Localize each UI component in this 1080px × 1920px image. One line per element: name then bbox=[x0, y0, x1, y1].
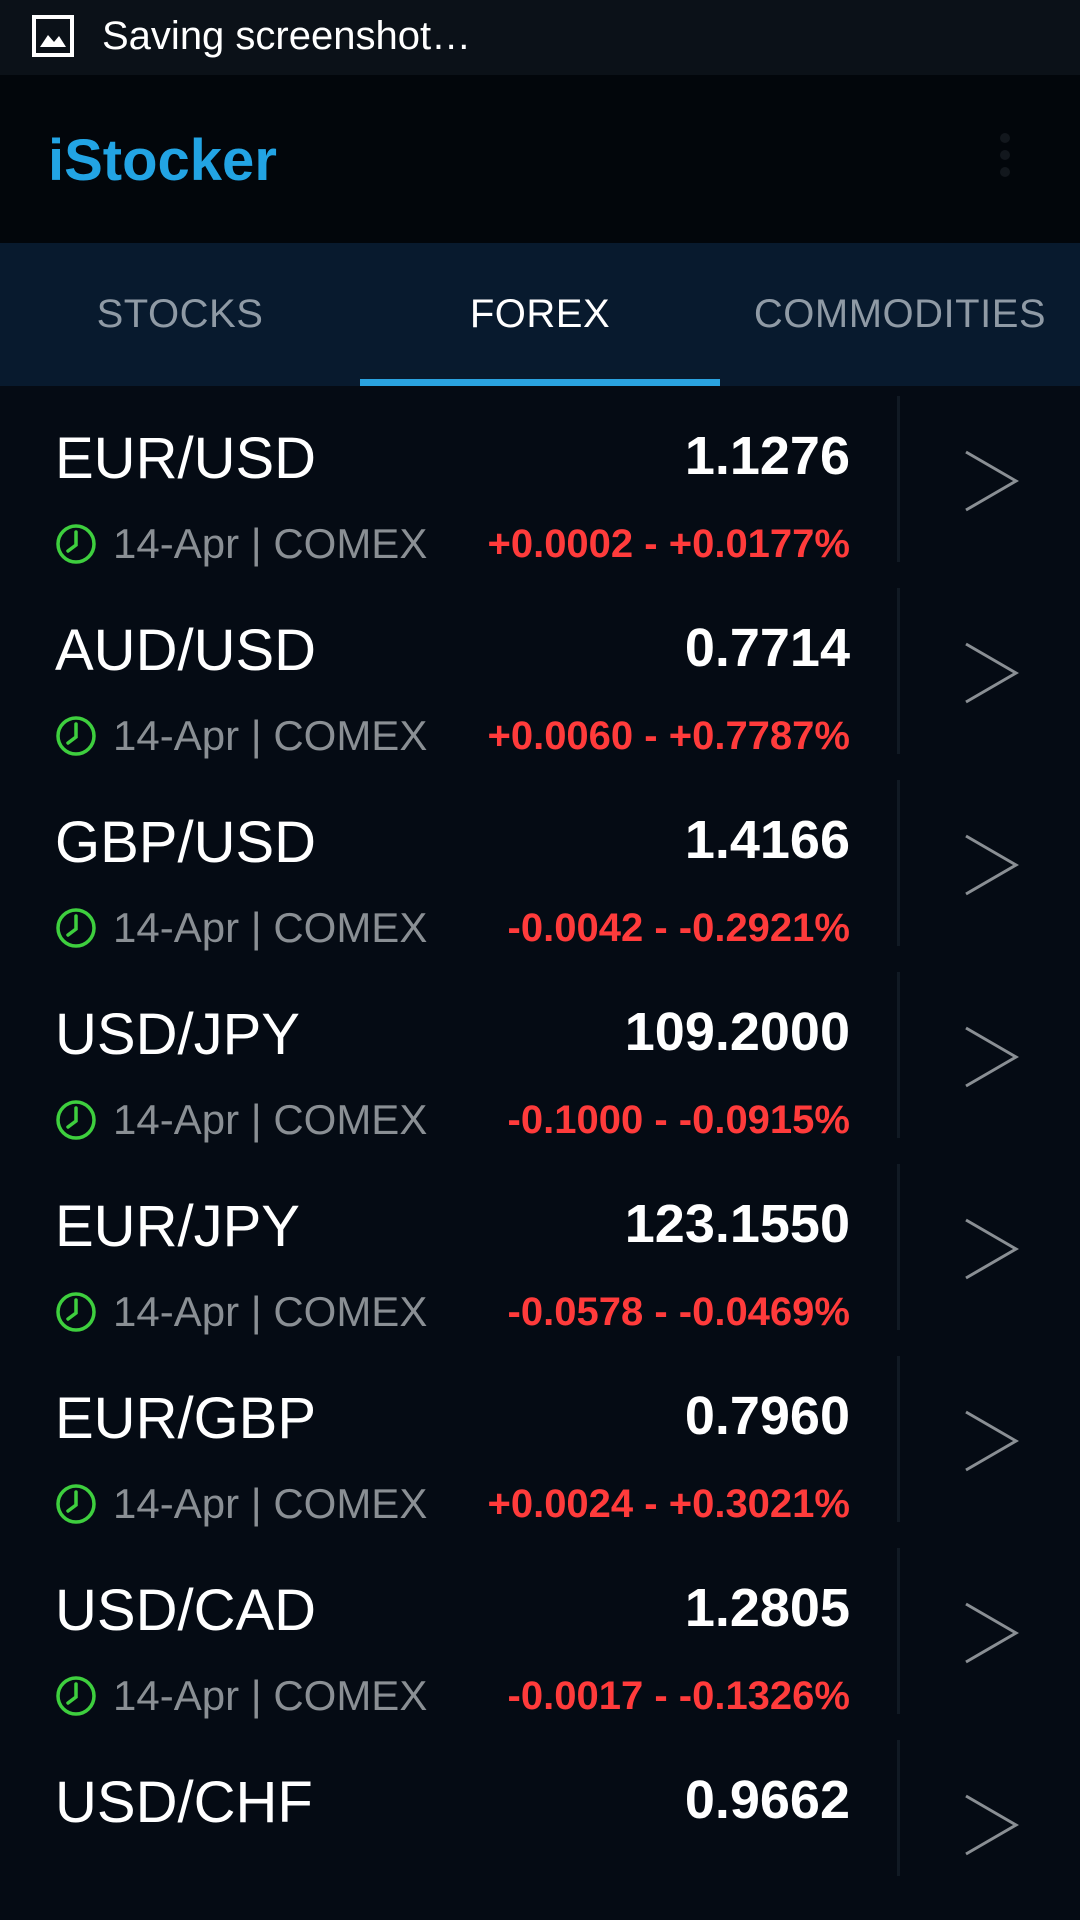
active-tab-indicator bbox=[360, 379, 720, 386]
chevron-right-icon[interactable] bbox=[962, 1790, 1022, 1860]
chevron-right-icon[interactable] bbox=[962, 830, 1022, 900]
price-value: 1.4166 bbox=[684, 810, 850, 870]
quote-date: 14-Apr bbox=[113, 520, 240, 567]
list-item[interactable]: USD/CAD 1.2805 14-Apr | COMEX -0.0017 - -0.… bbox=[0, 1538, 1080, 1730]
tab-bar: STOCKS FOREX COMMODITIES bbox=[0, 243, 1080, 386]
chevron-right-icon[interactable] bbox=[962, 1598, 1022, 1668]
price-change: +0.0060 - +0.7787% bbox=[487, 714, 850, 758]
currency-pair: EUR/JPY bbox=[55, 1194, 300, 1259]
quote-exchange: COMEX bbox=[273, 1480, 428, 1527]
price-value: 0.7960 bbox=[684, 1386, 850, 1446]
list-item[interactable]: USD/CHF 0.9662 bbox=[0, 1730, 1080, 1876]
quote-date: 14-Apr bbox=[113, 904, 240, 951]
chevron-right-icon[interactable] bbox=[962, 1214, 1022, 1284]
separator: | bbox=[239, 1288, 274, 1335]
chevron-right-icon[interactable] bbox=[962, 1406, 1022, 1476]
quote-meta: 14-Apr | COMEX bbox=[55, 1672, 428, 1719]
quote-meta: 14-Apr | COMEX bbox=[55, 520, 428, 567]
price-change: -0.0042 - -0.2921% bbox=[507, 906, 850, 950]
price-change: +0.0002 - +0.0177% bbox=[487, 522, 850, 566]
clock-icon bbox=[56, 1484, 96, 1524]
clock-icon bbox=[56, 1100, 96, 1140]
divider bbox=[897, 972, 900, 1138]
separator: | bbox=[239, 1096, 274, 1143]
list-item[interactable]: EUR/USD 1.1276 14-Apr | COMEX +0.0002 - +0.… bbox=[0, 386, 1080, 578]
separator: | bbox=[239, 712, 274, 759]
divider bbox=[897, 780, 900, 946]
divider bbox=[897, 588, 900, 754]
currency-pair: GBP/USD bbox=[55, 810, 317, 875]
overflow-menu-icon[interactable] bbox=[998, 133, 1012, 183]
quote-exchange: COMEX bbox=[273, 712, 428, 759]
list-item[interactable]: EUR/JPY 123.1550 14-Apr | COMEX -0.0578 - -… bbox=[0, 1154, 1080, 1346]
divider bbox=[897, 1164, 900, 1330]
currency-pair: USD/CAD bbox=[55, 1578, 317, 1643]
quote-date: 14-Apr bbox=[113, 712, 240, 759]
chevron-right-icon[interactable] bbox=[962, 446, 1022, 516]
price-value: 0.9662 bbox=[684, 1770, 850, 1830]
currency-pair: USD/JPY bbox=[55, 1002, 300, 1067]
quote-date: 14-Apr bbox=[113, 1288, 240, 1335]
quote-date: 14-Apr bbox=[113, 1480, 240, 1527]
app-title: iStocker bbox=[48, 128, 277, 193]
quote-exchange: COMEX bbox=[273, 904, 428, 951]
quote-exchange: COMEX bbox=[273, 520, 428, 567]
clock-icon bbox=[56, 1292, 96, 1332]
status-bar: Saving screenshot… bbox=[0, 0, 1080, 75]
quote-exchange: COMEX bbox=[273, 1288, 428, 1335]
clock-icon bbox=[56, 1676, 96, 1716]
clock-icon bbox=[56, 908, 96, 948]
quote-meta: 14-Apr | COMEX bbox=[55, 904, 428, 951]
price-value: 1.2805 bbox=[684, 1578, 850, 1638]
list-item[interactable]: GBP/USD 1.4166 14-Apr | COMEX -0.0042 - -0.… bbox=[0, 770, 1080, 962]
clock-icon bbox=[56, 716, 96, 756]
list-item[interactable]: AUD/USD 0.7714 14-Apr | COMEX +0.0060 - +0.… bbox=[0, 578, 1080, 770]
price-change: -0.0578 - -0.0469% bbox=[507, 1290, 850, 1334]
separator: | bbox=[239, 1672, 274, 1719]
list-item[interactable]: USD/JPY 109.2000 14-Apr | COMEX -0.1000 - -… bbox=[0, 962, 1080, 1154]
chevron-right-icon[interactable] bbox=[962, 1022, 1022, 1092]
quote-meta: 14-Apr | COMEX bbox=[55, 1096, 428, 1143]
price-change: -0.1000 - -0.0915% bbox=[507, 1098, 850, 1142]
quote-date: 14-Apr bbox=[113, 1672, 240, 1719]
quote-meta: 14-Apr | COMEX bbox=[55, 712, 428, 759]
separator: | bbox=[239, 904, 274, 951]
quote-meta: 14-Apr | COMEX bbox=[55, 1480, 428, 1527]
currency-pair: USD/CHF bbox=[55, 1770, 313, 1835]
currency-pair: EUR/USD bbox=[55, 426, 317, 491]
divider bbox=[897, 396, 900, 562]
image-icon bbox=[32, 15, 74, 57]
quote-date: 14-Apr bbox=[113, 1096, 240, 1143]
currency-pair: AUD/USD bbox=[55, 618, 317, 683]
divider bbox=[897, 1548, 900, 1714]
app-bar: iStocker bbox=[0, 75, 1080, 243]
currency-pair: EUR/GBP bbox=[55, 1386, 317, 1451]
quote-exchange: COMEX bbox=[273, 1096, 428, 1143]
clock-icon bbox=[56, 524, 96, 564]
divider bbox=[897, 1356, 900, 1522]
notification-text: Saving screenshot… bbox=[102, 14, 472, 58]
chevron-right-icon[interactable] bbox=[962, 638, 1022, 708]
separator: | bbox=[239, 520, 274, 567]
list-item[interactable]: EUR/GBP 0.7960 14-Apr | COMEX +0.0024 - +0.… bbox=[0, 1346, 1080, 1538]
quote-exchange: COMEX bbox=[273, 1672, 428, 1719]
price-value: 123.1550 bbox=[624, 1194, 850, 1254]
forex-list: EUR/USD 1.1276 14-Apr | COMEX +0.0002 - +0.… bbox=[0, 386, 1080, 1876]
quote-meta: 14-Apr | COMEX bbox=[55, 1288, 428, 1335]
price-value: 1.1276 bbox=[684, 426, 850, 486]
tab-stocks[interactable]: STOCKS bbox=[96, 292, 264, 336]
price-value: 0.7714 bbox=[684, 618, 850, 678]
price-change: +0.0024 - +0.3021% bbox=[487, 1482, 850, 1526]
separator: | bbox=[239, 1480, 274, 1527]
price-value: 109.2000 bbox=[624, 1002, 850, 1062]
tab-forex[interactable]: FOREX bbox=[469, 292, 611, 336]
divider bbox=[897, 1740, 900, 1876]
tab-commodities[interactable]: COMMODITIES bbox=[753, 292, 1047, 336]
price-change: -0.0017 - -0.1326% bbox=[507, 1674, 850, 1718]
